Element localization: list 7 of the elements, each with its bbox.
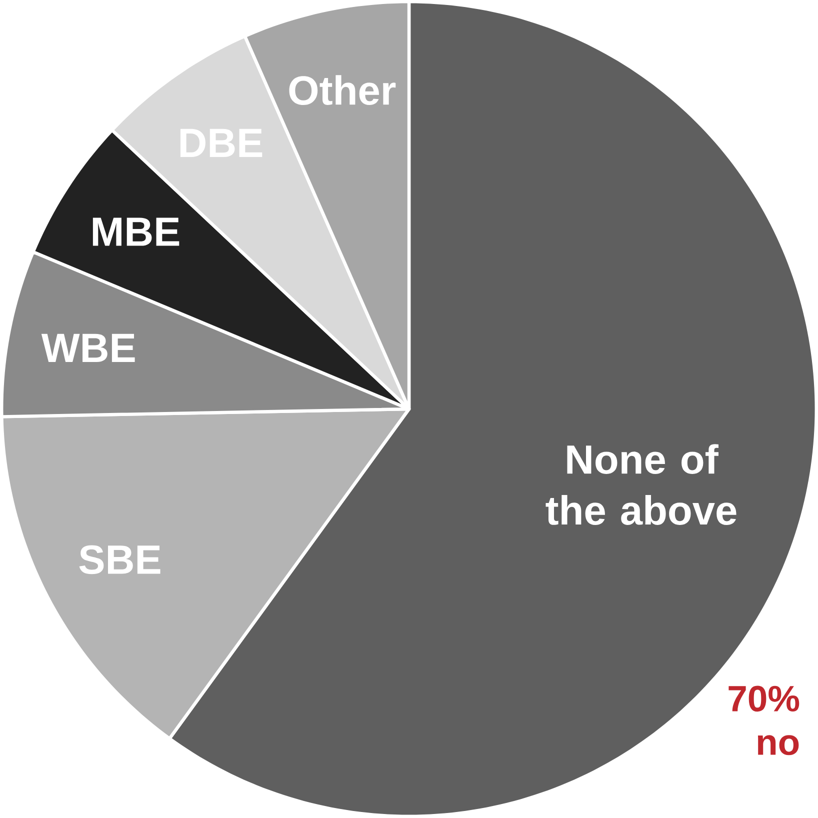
slice-label: MBE [92, 218, 180, 246]
slice-label: SBE [79, 545, 160, 574]
text: 70% [728, 686, 800, 712]
text: no [758, 735, 799, 756]
slice-label: Other [289, 75, 396, 106]
slice-label: WBE [41, 334, 135, 362]
slice-label: None of the above [546, 444, 736, 525]
